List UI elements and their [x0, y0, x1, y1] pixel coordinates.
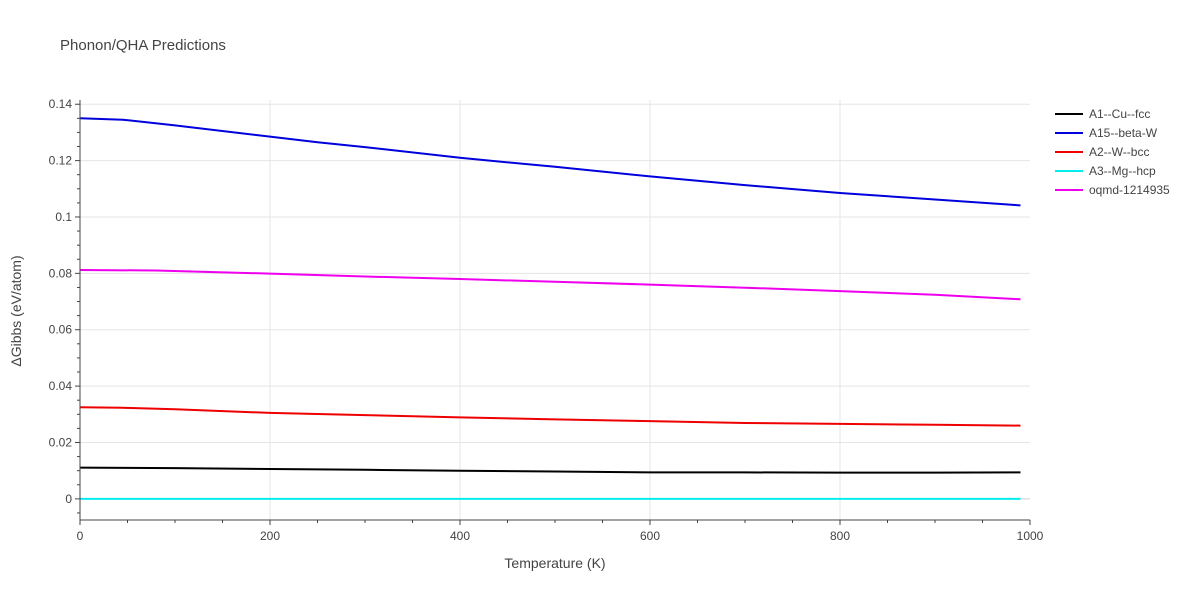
x-axis-title: Temperature (K): [504, 555, 605, 571]
series-line-5: [79, 269, 1021, 301]
legend: A1--Cu--fcc A15--beta-W A2--W--bcc A3--Mg--…: [1055, 107, 1170, 197]
y-tick-label: 0.12: [49, 154, 73, 168]
y-tick-label: 0.08: [49, 266, 73, 280]
y-tick-label: 0.02: [49, 435, 73, 449]
chart-title: Phonon/QHA Predictions: [60, 37, 226, 54]
plot-area: [79, 117, 1021, 500]
axes: 0 200 400 600 800 1000 0 0.02 0.04 0.06 0.08 0.1 0.1…: [49, 97, 1044, 543]
x-tick-label: 400: [450, 529, 470, 543]
legend-label[interactable]: A1--Cu--fcc: [1089, 107, 1150, 121]
x-tick-label: 200: [260, 529, 280, 543]
legend-label[interactable]: A15--beta-W: [1089, 126, 1158, 140]
grid: [80, 100, 1030, 520]
y-tick-label: 0.04: [49, 379, 73, 393]
x-tick-label: 800: [830, 529, 850, 543]
legend-label[interactable]: A2--W--bcc: [1089, 145, 1149, 159]
x-tick-label: 0: [77, 529, 84, 543]
y-tick-label: 0.14: [49, 97, 73, 111]
legend-label[interactable]: A3--Mg--hcp: [1089, 164, 1156, 178]
series-line-1: [79, 466, 1021, 474]
y-tick-label: 0.1: [55, 210, 72, 224]
x-tick-label: 1000: [1017, 529, 1044, 543]
series-line-3: [79, 406, 1021, 427]
y-tick-label: 0.06: [49, 323, 73, 337]
y-axis-title: ΔGibbs (eV/atom): [8, 255, 24, 366]
legend-label[interactable]: oqmd-1214935: [1089, 183, 1170, 197]
y-tick-label: 0: [65, 492, 72, 506]
series-line-2: [79, 117, 1021, 207]
x-tick-label: 600: [640, 529, 660, 543]
